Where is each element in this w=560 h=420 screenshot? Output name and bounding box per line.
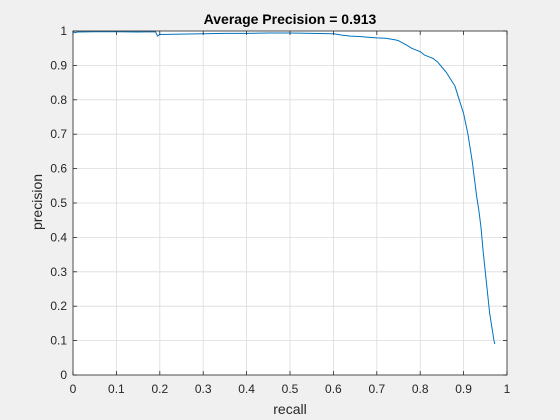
ticks	[72, 30, 508, 376]
y-tick-label: 0.1	[50, 334, 67, 348]
y-tick-label: 0	[60, 368, 67, 382]
x-tick-label: 0.8	[412, 382, 429, 396]
y-tick-label: 0.9	[50, 58, 67, 72]
x-axis-label: recall	[273, 401, 306, 417]
y-tick-label: 0.4	[50, 230, 67, 244]
y-tick-label: 0.3	[50, 265, 67, 279]
x-tick-label: 0.9	[455, 382, 472, 396]
y-tick-label: 0.6	[50, 162, 67, 176]
x-tick-label: 1	[504, 382, 511, 396]
x-tick-label: 0.2	[151, 382, 168, 396]
curve-layer	[72, 31, 496, 345]
precision-recall-curve	[72, 31, 496, 345]
y-tick-label: 0.2	[50, 299, 67, 313]
y-tick-label: 0.5	[50, 196, 67, 210]
y-tick-labels: 0 0.1 0.2 0.3 0.4 0.5 0.6 0.7 0.8 0.9 1	[50, 24, 67, 382]
y-tick-label: 0.8	[50, 93, 67, 107]
x-tick-label: 0.1	[108, 382, 125, 396]
y-axis-label: precision	[29, 174, 45, 230]
y-tick-label: 1	[60, 24, 67, 38]
x-tick-label: 0.5	[282, 382, 299, 396]
x-tick-label: 0.7	[368, 382, 385, 396]
x-tick-label: 0	[70, 382, 77, 396]
x-tick-label: 0.3	[195, 382, 212, 396]
x-tick-label: 0.4	[238, 382, 255, 396]
x-tick-labels: 0 0.1 0.2 0.3 0.4 0.5 0.6 0.7 0.8 0.9 1	[70, 382, 511, 396]
x-tick-label: 0.6	[325, 382, 342, 396]
y-tick-label: 0.7	[50, 127, 67, 141]
chart-title: Average Precision = 0.913	[204, 11, 377, 27]
